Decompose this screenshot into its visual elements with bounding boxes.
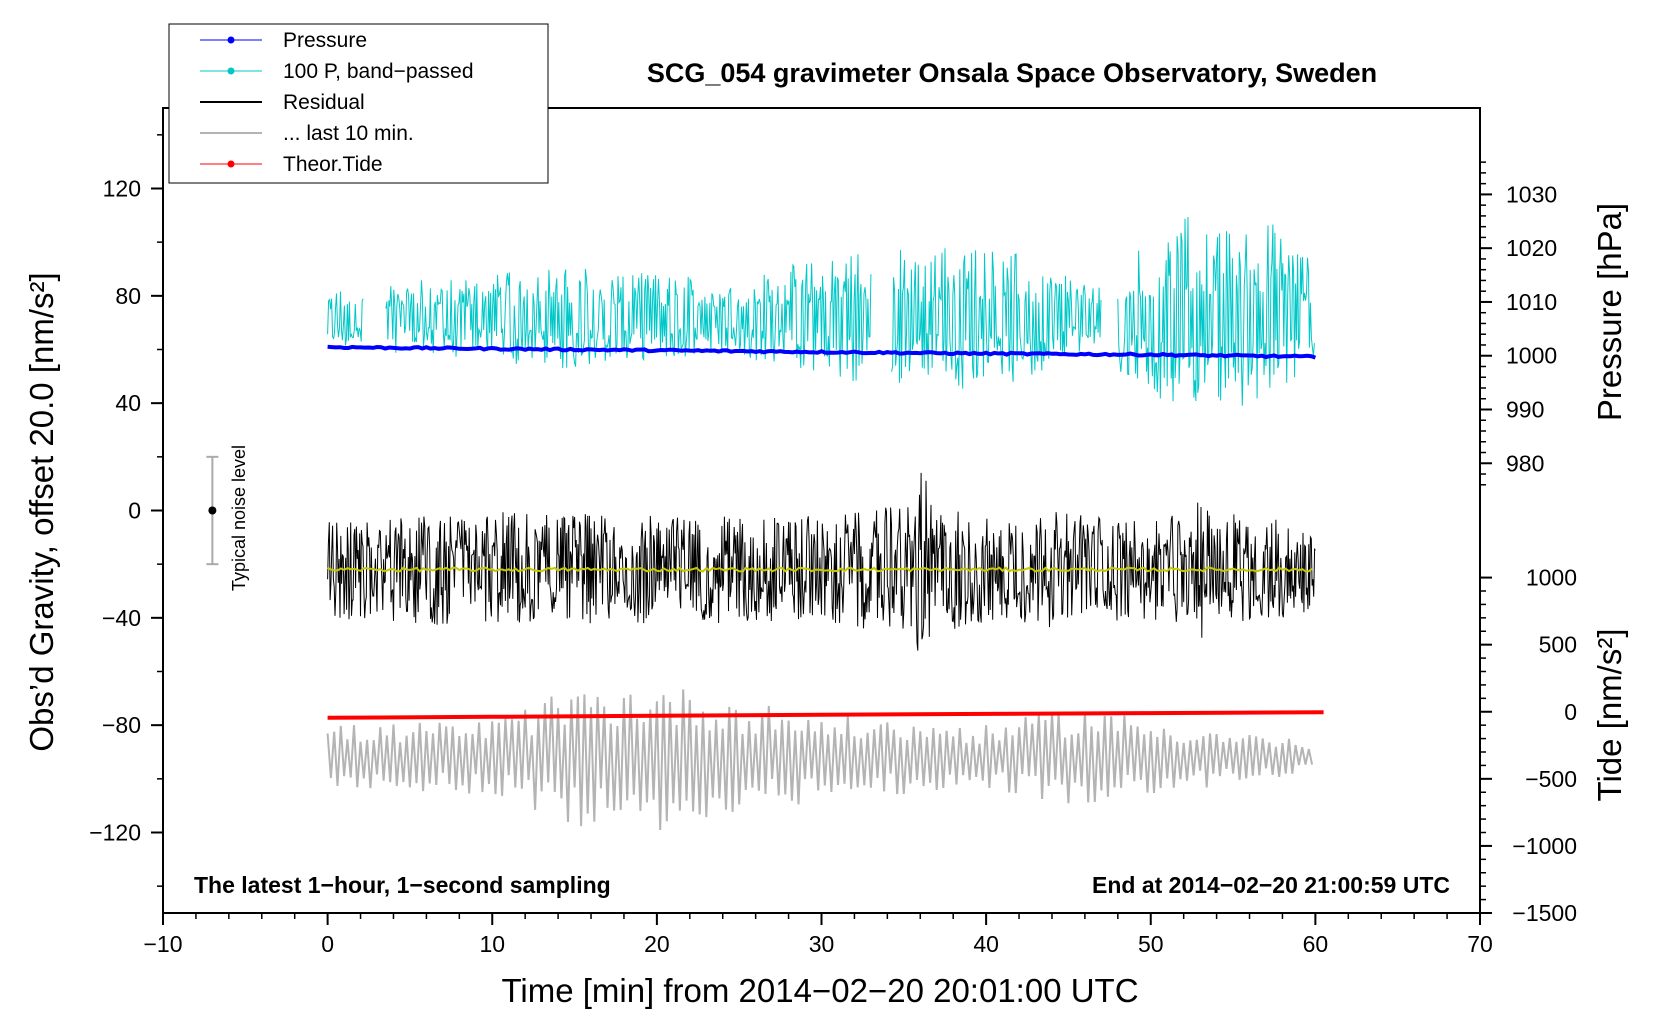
x-tick-label: 0 <box>321 931 334 957</box>
x-tick-label: 50 <box>1138 931 1164 957</box>
legend: Pressure 100 P, band−passed Residual ... la… <box>168 23 549 184</box>
y-tick-label: 120 <box>103 176 141 202</box>
legend-label: 100 P, band−passed <box>283 60 474 83</box>
legend-label: Pressure <box>283 29 367 52</box>
legend-marker <box>227 67 235 75</box>
x-axis-label: Time [min] from 2014−02−20 20:01:00 UTC <box>501 972 1138 1009</box>
legend-label: ... last 10 min. <box>283 122 414 145</box>
tide-tick-label: 0 <box>1564 699 1577 725</box>
series-theoretical-tide <box>327 710 1324 720</box>
pressure-tick-label: 1000 <box>1506 343 1557 369</box>
x-tick-label: 40 <box>973 931 999 957</box>
series-bandpassed-pressure <box>327 216 1315 406</box>
y-axis-label-pressure: Pressure [hPa] <box>1591 203 1628 421</box>
pressure-tick-label: 990 <box>1506 396 1544 422</box>
series-layer <box>326 216 1324 831</box>
end-time-note: End at 2014−02−20 21:00:59 UTC <box>1092 872 1450 898</box>
y-tick-label: 80 <box>115 283 141 309</box>
x-tick-label: 60 <box>1303 931 1329 957</box>
series-pressure <box>327 344 1317 360</box>
tide-tick-label: 1000 <box>1526 565 1577 591</box>
x-tick-label: −10 <box>143 931 182 957</box>
legend-label: Residual <box>283 91 365 114</box>
x-tick-label: 10 <box>479 931 505 957</box>
tide-tick-label: −1500 <box>1512 900 1577 926</box>
y-tick-label: 0 <box>128 498 141 524</box>
tide-tick-label: 500 <box>1539 632 1577 658</box>
legend-marker <box>227 36 235 44</box>
y-tick-label: 40 <box>115 390 141 416</box>
sampling-note: The latest 1−hour, 1−second sampling <box>194 872 611 898</box>
noise-center-dot <box>208 506 217 515</box>
y-axis-label-left: Obs’d Gravity, offset 20.0 [nm/s²] <box>23 272 60 751</box>
y-tick-label: −80 <box>102 712 141 738</box>
tide-tick-label: −500 <box>1525 766 1577 792</box>
y-tick-label: −40 <box>102 605 141 631</box>
noise-indicator <box>206 455 219 566</box>
legend-box <box>168 23 549 184</box>
chart-title: SCG_054 gravimeter Onsala Space Observat… <box>647 58 1377 88</box>
noise-label: Typical noise level <box>229 445 249 591</box>
pressure-tick-label: 980 <box>1506 450 1544 476</box>
x-tick-label: 70 <box>1467 931 1493 957</box>
series-residual <box>327 472 1316 651</box>
tide-tick-label: −1000 <box>1512 833 1577 859</box>
x-tick-label: 30 <box>809 931 835 957</box>
pressure-tick-label: 1010 <box>1506 289 1557 315</box>
y-axis-label-tide: Tide [nm/s²] <box>1591 629 1628 802</box>
x-tick-label: 20 <box>644 931 670 957</box>
pressure-tick-label: 1030 <box>1506 181 1557 207</box>
axes: −10 0 10 20 30 40 50 60 7012080400−40−80−1201030… <box>89 134 1577 957</box>
y-tick-label: −120 <box>89 820 141 846</box>
series-residual-smoothed <box>327 566 1313 573</box>
pressure-tick-label: 1020 <box>1506 235 1557 261</box>
legend-marker <box>227 160 235 168</box>
legend-label: Theor.Tide <box>283 153 383 176</box>
plot-frame <box>162 107 1481 914</box>
series-last-10-min <box>326 689 1314 831</box>
